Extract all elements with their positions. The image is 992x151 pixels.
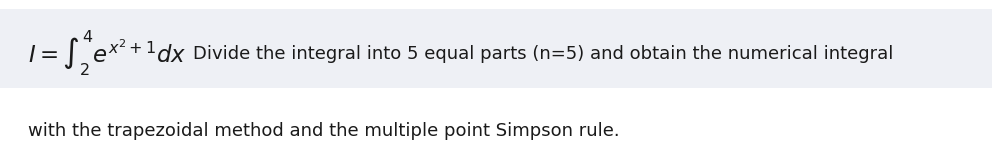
Text: with the trapezoidal method and the multiple point Simpson rule.: with the trapezoidal method and the mult… [28, 122, 619, 140]
Text: Divide the integral into 5 equal parts (n=5) and obtain the numerical integral: Divide the integral into 5 equal parts (… [193, 45, 894, 63]
FancyBboxPatch shape [0, 9, 992, 88]
Text: $I = \int_{2}^{4} e^{x^2+1}dx$: $I = \int_{2}^{4} e^{x^2+1}dx$ [28, 30, 186, 78]
